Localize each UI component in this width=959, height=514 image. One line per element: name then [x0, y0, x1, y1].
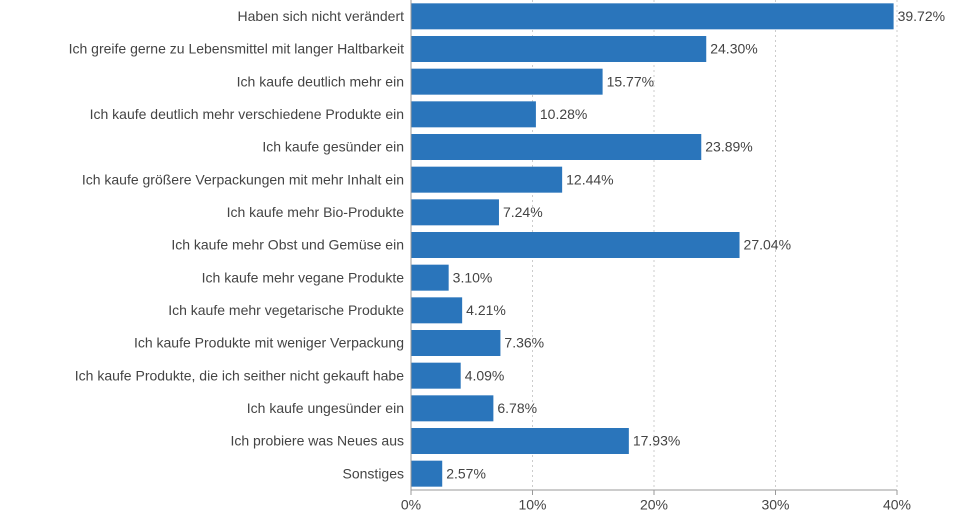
data-label: 3.10%: [453, 269, 493, 285]
y-tick-label: Ich greife gerne zu Lebensmittel mit lan…: [69, 41, 405, 57]
data-label: 4.09%: [465, 367, 505, 383]
bar: [411, 460, 443, 487]
bar: [411, 101, 536, 128]
data-label: 23.89%: [705, 139, 752, 155]
bar: [411, 199, 499, 226]
bar: [411, 330, 501, 356]
bar: [411, 428, 629, 454]
data-label: 6.78%: [497, 400, 537, 416]
bar: [411, 68, 603, 95]
y-tick-label: Ich kaufe deutlich mehr verschiedene Pro…: [90, 106, 404, 122]
bar: [411, 3, 894, 30]
y-tick-label: Ich kaufe deutlich mehr ein: [237, 73, 404, 89]
data-label: 12.44%: [566, 171, 613, 187]
data-label: 39.72%: [898, 8, 945, 24]
x-tick-label: 20%: [640, 497, 668, 513]
bar: [411, 134, 702, 160]
y-tick-label: Ich kaufe ungesünder ein: [247, 400, 404, 416]
y-tick-label: Sonstiges: [343, 465, 404, 481]
data-label: 17.93%: [633, 433, 680, 449]
x-tick-label: 30%: [761, 497, 789, 513]
data-label: 7.36%: [504, 335, 544, 351]
data-label: 2.57%: [446, 465, 486, 481]
x-tick-label: 40%: [883, 497, 911, 513]
data-label: 7.24%: [503, 204, 543, 220]
bar: [411, 297, 463, 324]
bar: [411, 166, 563, 193]
y-tick-label: Ich probiere was Neues aus: [230, 433, 404, 449]
data-label: 27.04%: [744, 237, 791, 253]
x-tick-label: 10%: [518, 497, 546, 513]
bar: [411, 264, 449, 291]
y-tick-label: Haben sich nicht verändert: [237, 8, 404, 24]
y-tick-label: Ich kaufe mehr vegane Produkte: [202, 269, 405, 285]
y-tick-label: Ich kaufe größere Verpackungen mit mehr …: [82, 171, 404, 187]
data-label: 24.30%: [710, 41, 757, 57]
y-tick-label: Ich kaufe gesünder ein: [262, 139, 404, 155]
data-label: 15.77%: [607, 73, 654, 89]
data-label: 4.21%: [466, 302, 506, 318]
bar: [411, 362, 461, 389]
bar: [411, 395, 494, 422]
bar: [411, 232, 740, 258]
y-tick-label: Ich kaufe mehr Obst und Gemüse ein: [171, 237, 404, 253]
data-label: 10.28%: [540, 106, 587, 122]
x-tick-label: 0%: [401, 497, 421, 513]
bar: [411, 36, 707, 62]
y-tick-label: Ich kaufe Produkte, die ich seither nich…: [75, 367, 404, 383]
y-tick-label: Ich kaufe mehr Bio-Produkte: [227, 204, 405, 220]
y-tick-label: Ich kaufe mehr vegetarische Produkte: [168, 302, 404, 318]
y-tick-label: Ich kaufe Produkte mit weniger Verpackun…: [134, 335, 404, 351]
